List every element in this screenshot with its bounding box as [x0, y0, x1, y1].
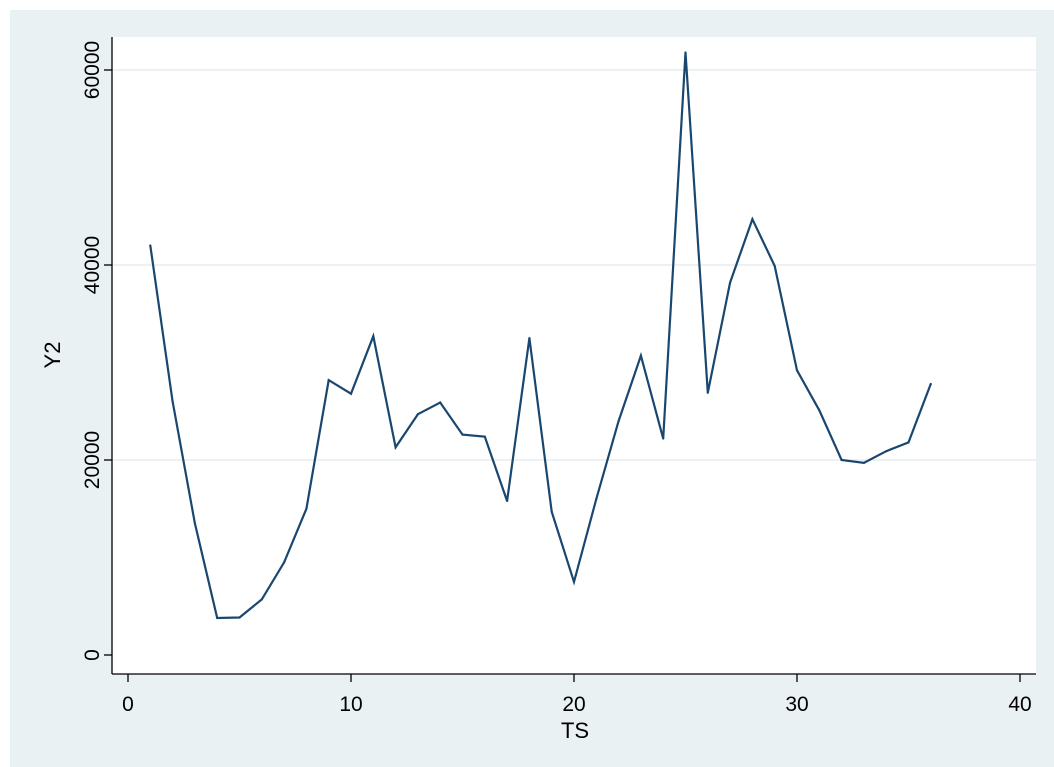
series-line — [149, 52, 932, 620]
data-point — [238, 616, 241, 619]
data-point — [818, 409, 821, 412]
data-point — [216, 616, 219, 620]
data-point — [327, 378, 330, 382]
data-point — [528, 337, 531, 340]
data-point — [729, 281, 732, 284]
gridlines — [112, 69, 1036, 461]
y-tick-label: 60000 — [81, 41, 104, 99]
data-point — [840, 458, 843, 462]
data-point — [283, 561, 286, 564]
y-tick-label: 0 — [81, 649, 104, 661]
data-point — [171, 400, 174, 403]
data-point — [461, 433, 464, 436]
data-point — [706, 391, 709, 394]
data-point — [439, 401, 442, 404]
x-tick-label: 20 — [562, 693, 585, 716]
data-point — [349, 392, 353, 395]
data-point — [639, 354, 643, 357]
data-point — [617, 419, 620, 423]
data-point — [149, 244, 152, 247]
x-tick-label: 40 — [1008, 693, 1031, 716]
data-point — [885, 450, 888, 453]
y-tick-label: 20000 — [81, 431, 104, 489]
data-point — [662, 437, 665, 440]
data-point — [506, 499, 509, 503]
data-point — [595, 497, 598, 501]
data-series — [149, 51, 932, 620]
data-point — [416, 413, 419, 416]
data-point — [372, 335, 375, 338]
data-point — [260, 598, 263, 601]
x-axis-title: TS — [561, 718, 589, 743]
x-tick-label: 0 — [122, 693, 134, 716]
data-point — [572, 580, 576, 583]
data-point — [394, 446, 397, 449]
y-tick-label: 40000 — [81, 236, 104, 294]
data-point — [751, 218, 754, 221]
data-point — [684, 51, 687, 54]
x-tick-label: 10 — [339, 693, 362, 716]
plot-area — [112, 37, 1036, 674]
x-tick-label: 30 — [785, 693, 808, 716]
data-point — [907, 441, 910, 444]
axes — [104, 37, 1036, 682]
tick-labels: 0 20000 40000 60000 0 10 20 30 40 — [81, 41, 1032, 716]
data-point — [862, 461, 866, 465]
y-axis-title: Y2 — [40, 342, 65, 369]
data-point — [193, 522, 196, 525]
data-point — [550, 510, 553, 513]
data-point — [773, 264, 776, 268]
data-point — [929, 382, 932, 386]
data-point — [305, 507, 308, 510]
data-point — [483, 435, 486, 438]
data-point — [795, 369, 799, 372]
